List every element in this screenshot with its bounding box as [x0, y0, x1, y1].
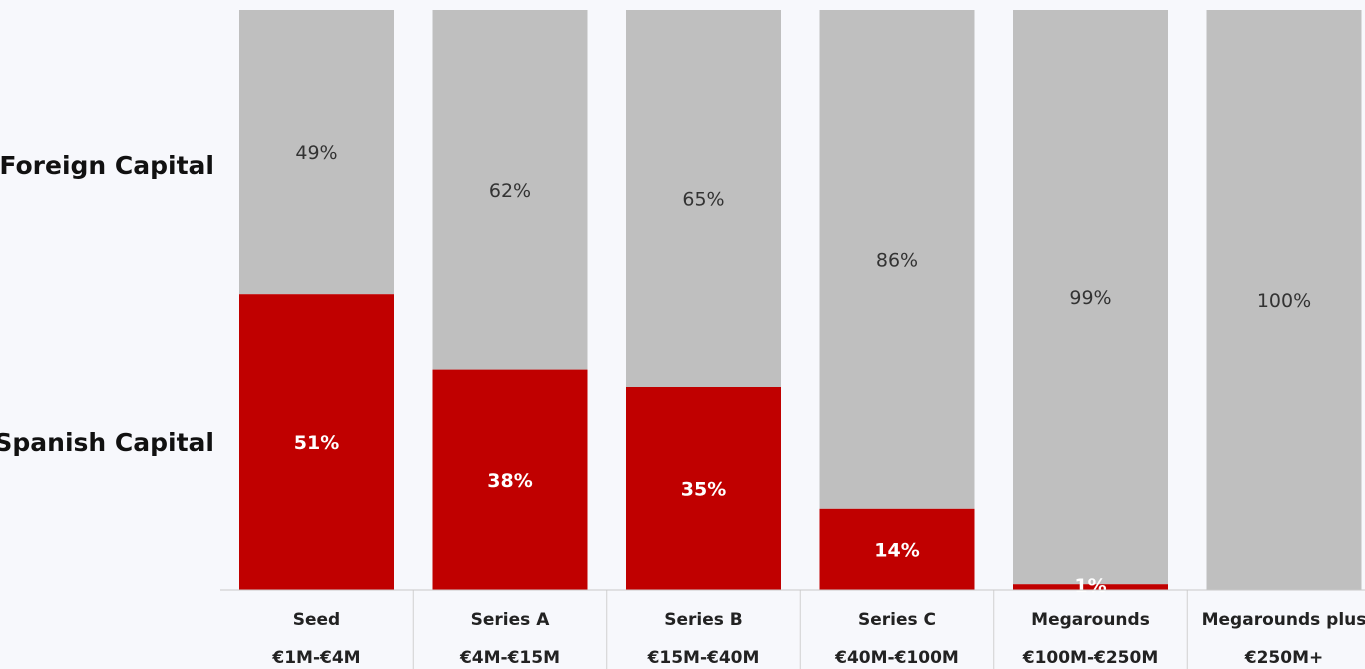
bar-foreign-megarounds: [1013, 10, 1168, 585]
value-label-spanish-megarounds: 1%: [1074, 575, 1106, 597]
bar-spanish-megarounds: [1013, 584, 1168, 590]
value-label-foreign-megarounds: 99%: [1069, 287, 1111, 309]
category-label-megarounds-plus: Megarounds plus: [1202, 610, 1365, 630]
bar-spanish-series-b: [626, 387, 781, 590]
bar-foreign-series-b: [626, 10, 781, 387]
value-label-spanish-seed: 51%: [294, 432, 339, 454]
bar-foreign-seed: [239, 10, 394, 295]
value-label-foreign-series-b: 65%: [682, 189, 724, 211]
category-label-series-c: Series C: [858, 610, 936, 630]
value-label-foreign-seed: 49%: [295, 142, 337, 164]
category-label-seed: Seed: [293, 610, 340, 630]
category-label-megarounds: Megarounds: [1031, 610, 1150, 630]
category-range-series-a: €4M-€15M: [459, 648, 560, 668]
category-range-series-b: €15M-€40M: [647, 648, 760, 668]
category-labels: Seed €1M-€4M Series A €4M-€15M Series B €15M-…: [271, 610, 1365, 668]
value-label-spanish-series-b: 35%: [681, 479, 726, 501]
bar-spanish-series-a: [432, 369, 588, 590]
series-label-foreign-capital: Foreign Capital: [0, 151, 214, 180]
category-label-series-b: Series B: [664, 610, 743, 630]
bar-foreign-series-a: [432, 10, 588, 370]
category-label-series-a: Series A: [471, 610, 551, 630]
bars: [239, 10, 1362, 590]
bar-spanish-seed: [239, 294, 394, 590]
bar-spanish-series-c: [819, 508, 975, 590]
value-label-foreign-series-c: 86%: [876, 249, 918, 271]
value-label-foreign-series-a: 62%: [489, 180, 531, 202]
category-range-series-c: €40M-€100M: [834, 648, 959, 668]
value-label-foreign-megarounds-plus: 100%: [1257, 290, 1311, 312]
category-range-seed: €1M-€4M: [271, 648, 360, 668]
value-label-spanish-series-a: 38%: [487, 470, 532, 492]
value-labels: 49% 51% 62% 38% 65% 35% 86% 14% 99% 1% 100%: [294, 142, 1311, 597]
series-label-spanish-capital: Spanish Capital: [0, 428, 214, 457]
value-label-spanish-series-c: 14%: [874, 539, 919, 561]
bar-foreign-megarounds-plus: [1206, 10, 1362, 590]
bar-foreign-series-c: [819, 10, 975, 509]
category-dividers: [412, 590, 1188, 669]
category-range-megarounds-plus: €250M+: [1244, 648, 1323, 668]
category-range-megarounds: €100M-€250M: [1022, 648, 1159, 668]
